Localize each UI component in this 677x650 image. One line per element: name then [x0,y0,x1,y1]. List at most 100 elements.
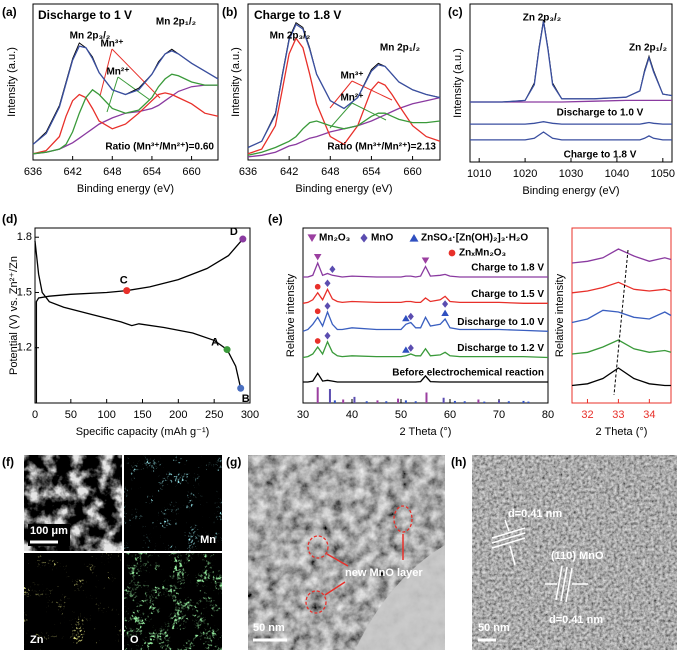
y-axis-label: Intensity (a.u.) [452,48,464,118]
y-tick-label: 1.5 [17,286,32,298]
state-point [223,346,231,354]
annotation: Mn 2p₃/₂ [70,31,111,42]
series-line [32,45,219,145]
series-line [303,261,548,278]
x-tick-label: 34 [643,409,655,421]
plot-frame [247,3,441,161]
series-label: Charge to 1.5 V [471,289,544,300]
x-tick-label: 0 [32,409,38,421]
highlight [305,590,327,614]
y-axis-label: Relative intensity [285,273,297,357]
series-line [32,84,218,155]
lattice-marker [491,527,526,549]
x-tick-label: 654 [362,166,380,178]
series-line [302,340,549,359]
peak-marker [402,314,410,322]
peak-marker [314,283,321,290]
series-line [32,42,219,145]
lattice-marker [555,565,573,603]
x-tick-label: 642 [280,166,298,178]
series-line [34,240,242,389]
peak-marker [407,344,414,352]
peak-marker [313,253,322,261]
peak-marker [324,302,331,310]
x-axis-label: Binding energy (eV) [295,183,392,195]
annotation: Ratio (Mn³⁺/Mn²⁺)=0.60 [105,142,214,153]
scale-bar-label: 100 μm [30,525,68,537]
panel-h: (h) d=0.41 nm (110) MnO d=0.41 nm 50 nm [451,455,677,650]
x-tick-label: 648 [321,166,339,178]
legend-symbol [360,233,368,243]
leader-line [351,102,387,121]
state-point [123,287,131,295]
series-line [571,248,672,264]
annotation: Mn 2p₁/₂ [380,43,420,54]
x-tick-label: 636 [239,166,257,178]
scale-bar-label: 50 nm [253,622,285,634]
series-label: Mn³⁺ [340,71,363,82]
series-label: Charge to 1.8 V [471,263,544,274]
y-axis-label: Potential (V) vs. Zn²⁺/Zn [8,256,20,375]
x-tick-label: 50 [65,409,77,421]
series-line [571,339,672,355]
peak-marker [402,346,410,353]
x-tick-label: 642 [63,166,81,178]
plot-frame [34,227,251,404]
annotation: (110) MnO [551,550,604,562]
series-line [571,281,672,294]
plot-frame [32,3,219,161]
series-line [470,131,672,141]
x-axis-label: Binding energy (eV) [77,183,174,195]
leader-line [117,76,151,101]
leader-line [351,80,393,101]
series-line [571,309,672,324]
x-axis-label: Binding energy (eV) [522,185,619,197]
legend-symbol [409,233,419,242]
legend-symbol [448,249,456,257]
x-tick-label: 660 [403,166,421,178]
series-line [470,21,673,103]
map-label: Zn [30,634,44,646]
peak-marker [421,257,430,264]
peak-marker [442,300,449,308]
x-tick-label: 60 [444,409,456,421]
panel-label: (d) [2,212,17,226]
series-line [247,23,441,149]
series-line [32,92,219,155]
annotation: d=0.41 nm [549,614,603,626]
series-line [470,19,673,103]
hrtem-image [472,455,677,650]
x-tick-label: 200 [169,409,187,421]
series-line [470,99,672,103]
map-mn-texture [124,455,222,551]
series-line [303,372,548,383]
panel-f: (f) 100 μm Mn Zn O [2,455,222,650]
legend-symbol [307,234,317,243]
peak-marker [314,338,321,344]
series-line [247,96,441,158]
series-label: Discharge to 1.2 V [457,343,544,354]
x-tick-label: 1050 [651,168,675,180]
annotation: new MnO layer [345,567,423,579]
panel-label: (c) [448,5,463,19]
panel-label: (b) [222,5,237,19]
x-tick-label: 30 [297,409,309,421]
x-tick-label: 70 [493,409,505,421]
series-label: Before electrochemical reaction [392,368,544,379]
peak-marker [314,308,321,315]
panel-label: (e) [268,212,283,226]
x-tick-label: 32 [581,409,593,421]
highlight [307,535,329,559]
series-line [247,37,441,155]
map-zn-texture [24,553,122,650]
series-line [35,238,244,403]
map-o-texture [124,553,222,650]
vacuum-region [355,545,445,650]
leader-line [99,48,113,97]
y-axis-label: Intensity (a.u.) [230,47,242,117]
legend-label: MnO [371,233,393,244]
arrow [504,519,516,566]
peak-marker [324,331,331,340]
